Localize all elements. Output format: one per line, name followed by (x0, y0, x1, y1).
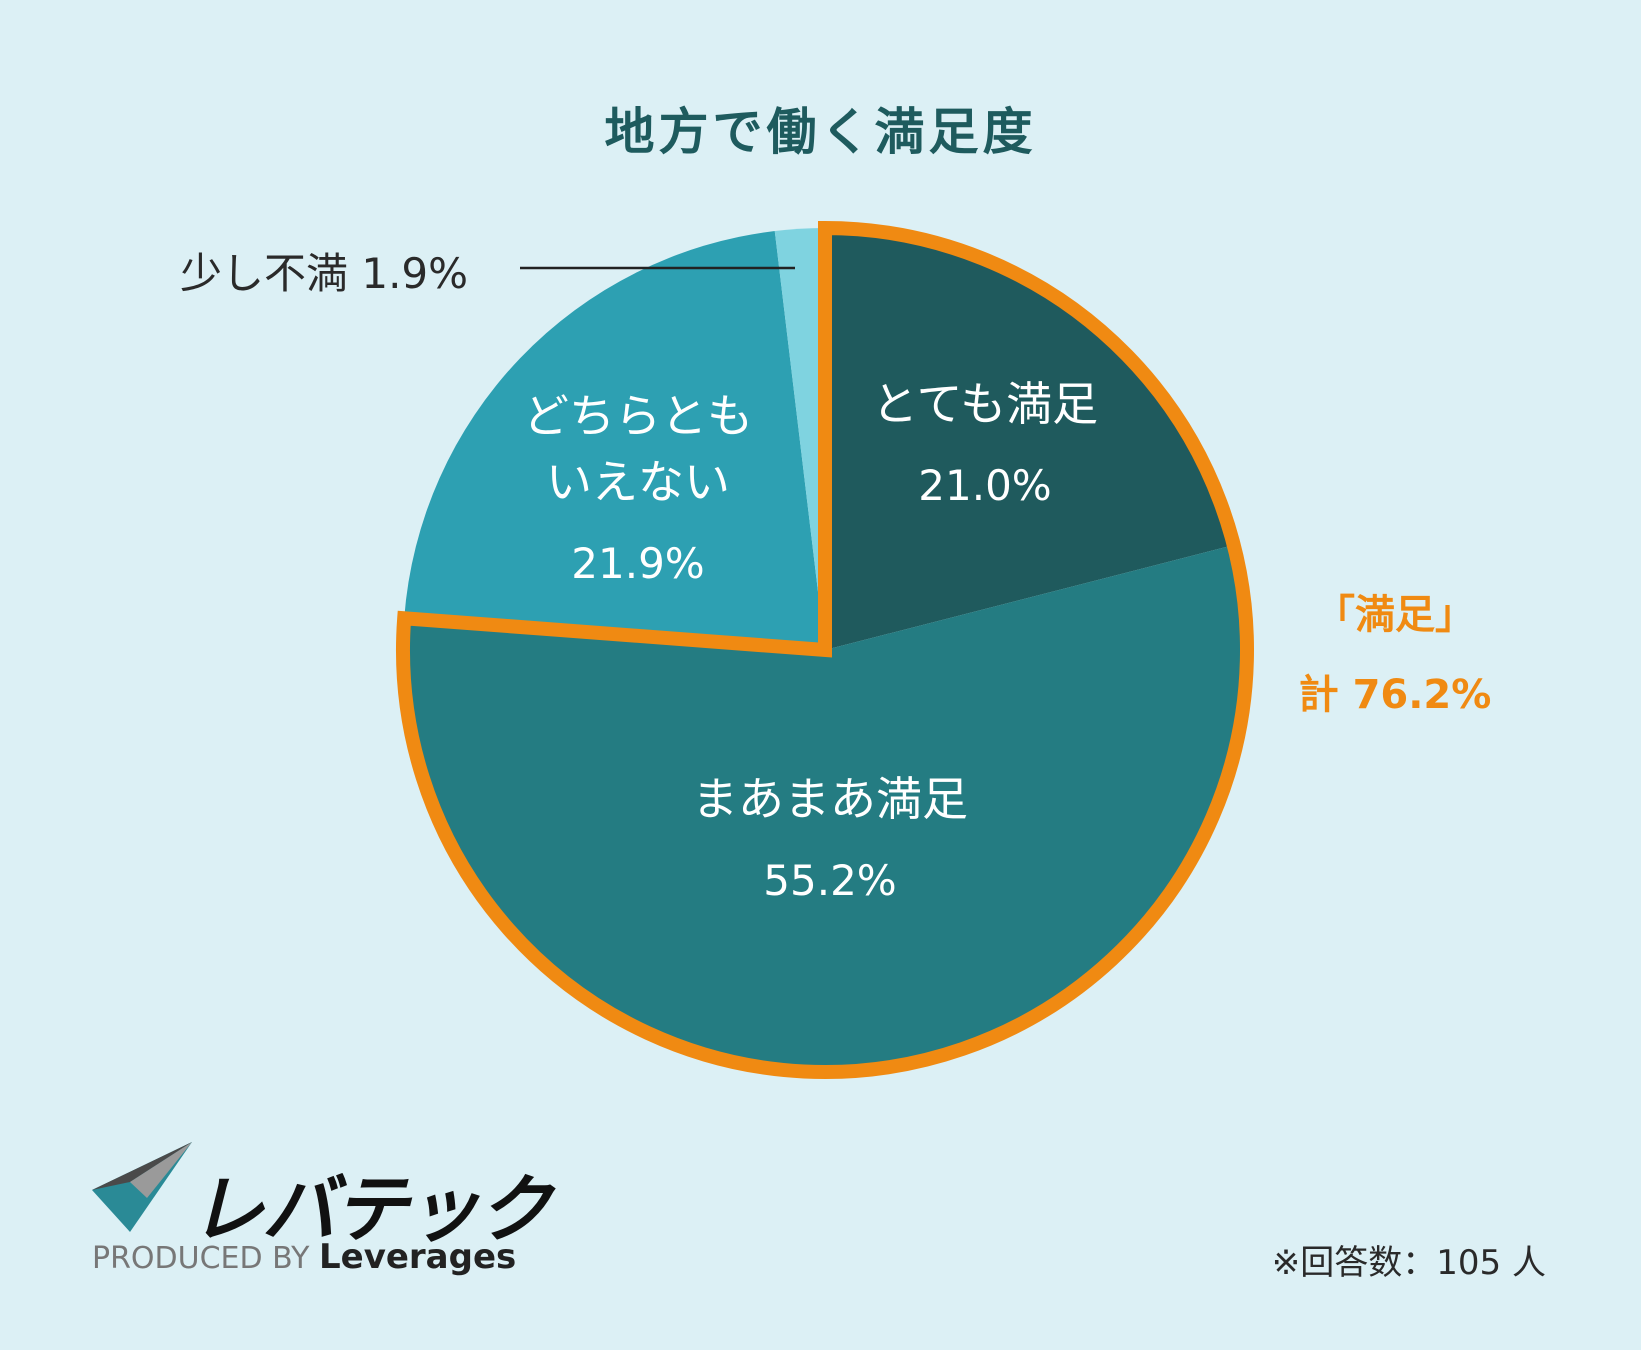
slice-callout-slightly-dissatisfied: 少し不満 1.9% (180, 249, 469, 298)
company-name: Leverages (318, 1237, 517, 1277)
brand-name: レバテック (190, 1167, 552, 1253)
highlight-label: 「満足」 (1315, 592, 1475, 638)
satisfied-highlight-outline (396, 220, 1254, 1079)
slice-label-very-satisfied: とても満足 (872, 377, 1098, 431)
pie-slice-4 (774, 228, 825, 650)
pie-slice-1 (825, 228, 1234, 650)
pie-slice-2 (402, 545, 1248, 1073)
slice-label-neutral-line1: どちらとも (523, 389, 753, 443)
slice-value-neutral: 21.9% (571, 539, 704, 588)
chart-title: 地方で働く満足度 (604, 103, 1037, 161)
produced-by: PRODUCED BY Leverages (92, 1237, 516, 1277)
highlight-total: 計 76.2% (1298, 672, 1492, 718)
leverages-logo-mark (92, 1142, 192, 1236)
pie-slice-3 (404, 231, 825, 650)
respondent-count: ※回答数：105 人 (1271, 1243, 1546, 1283)
slice-value-very-satisfied: 21.0% (918, 461, 1051, 510)
produced-by-text: PRODUCED BY (92, 1241, 310, 1276)
slice-value-somewhat-satisfied: 55.2% (763, 856, 896, 905)
slice-label-somewhat-satisfied: まあまあ満足 (692, 772, 968, 826)
slice-label-neutral-line2: いえない (546, 455, 730, 509)
